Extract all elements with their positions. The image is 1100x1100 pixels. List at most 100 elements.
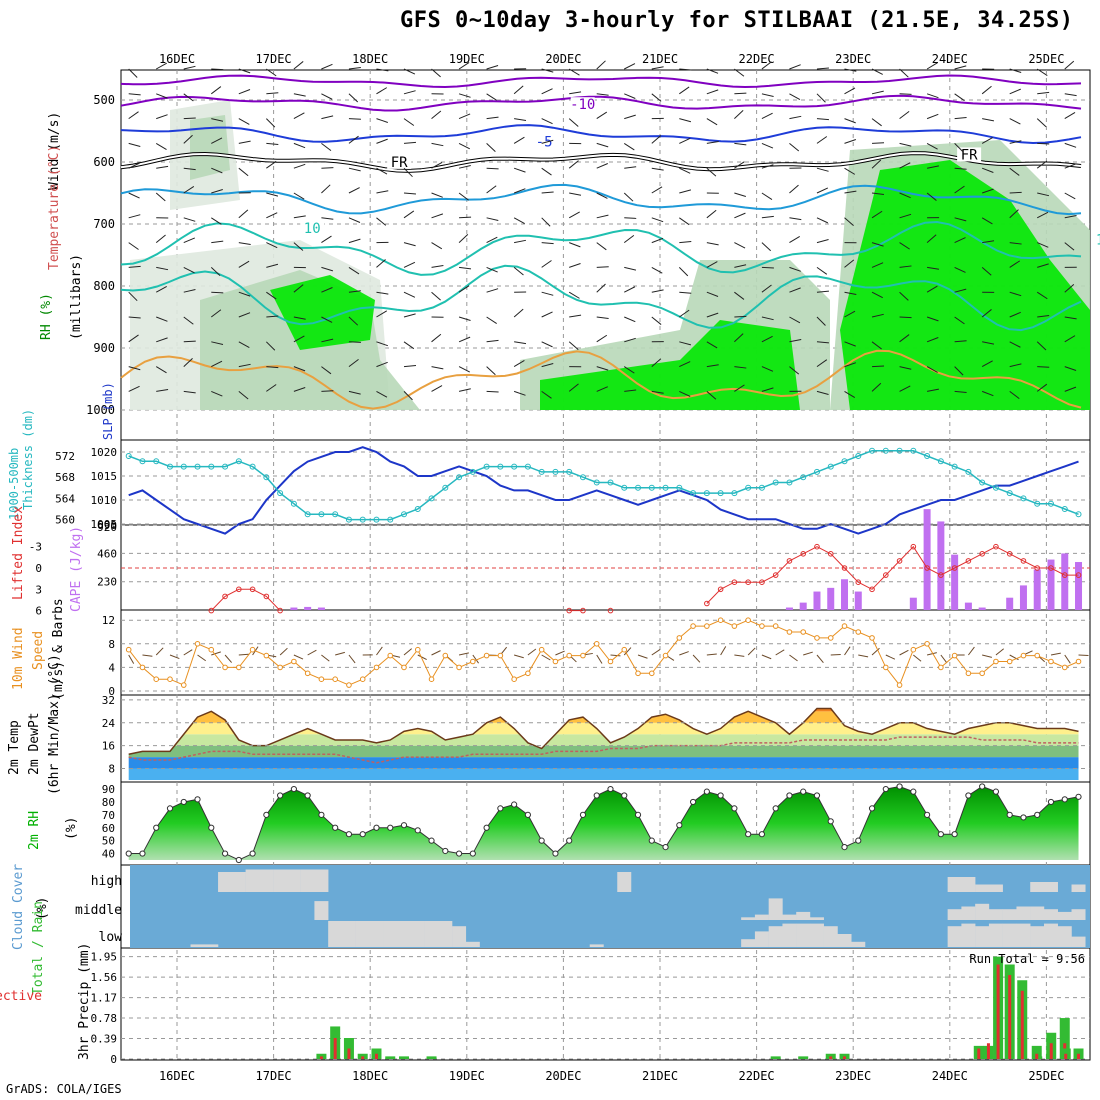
dewpt-axis-label: 2m DewPt <box>27 712 42 775</box>
wind-speed-point <box>304 670 311 677</box>
surface-wind-barb <box>431 650 441 656</box>
wind-barb <box>1009 363 1022 368</box>
surface-wind-barb <box>706 653 717 656</box>
wind-barb <box>486 390 499 393</box>
wind-barb <box>981 360 993 368</box>
wind-barb <box>651 217 664 223</box>
thickness-point <box>373 516 380 523</box>
wind-speed-point <box>497 652 504 659</box>
rh-point <box>648 837 655 844</box>
wind-speed-point <box>277 664 283 671</box>
li-point <box>277 607 283 614</box>
wind-speed-point <box>318 676 325 683</box>
wind-barb <box>651 266 663 274</box>
wind-barb <box>954 288 967 293</box>
wind-axis-label3: (m/s) & Barbs <box>51 598 66 700</box>
wind-barb <box>458 192 469 201</box>
wind-barb <box>568 160 579 169</box>
surface-wind-barb <box>816 654 824 663</box>
surface-wind-barb <box>899 649 909 656</box>
surface-wind-barb <box>183 649 193 656</box>
top-day-label: 22DEC <box>739 52 775 66</box>
wind-barb <box>431 265 444 268</box>
temp-contour-10 <box>120 220 1082 276</box>
wind-barb <box>431 385 443 392</box>
rh-point <box>800 788 807 795</box>
slp-tick: 1015 <box>91 470 118 483</box>
cloud-low-cell <box>383 921 398 947</box>
precip-tick: 1.17 <box>91 992 118 1005</box>
surface-wind-barb <box>348 654 356 664</box>
li-point <box>222 593 228 600</box>
precip-conv-bar <box>333 1038 337 1059</box>
rh-point <box>469 850 476 857</box>
wind-speed-point <box>938 664 944 671</box>
wind-barb <box>624 389 637 392</box>
wind-barb <box>403 210 415 219</box>
wind-speed-point <box>745 617 751 624</box>
wind-barb <box>789 64 801 70</box>
wind-barb <box>706 209 717 219</box>
wind-barb <box>211 137 223 144</box>
wind-barb <box>844 310 856 318</box>
surface-wind-barb <box>307 649 317 656</box>
wind-barb <box>926 113 939 120</box>
wind-barb <box>981 217 993 225</box>
wind-barb <box>761 242 772 252</box>
wind-barb <box>266 142 279 145</box>
precip-conv-bar <box>829 1056 833 1059</box>
wind-barb <box>486 288 499 293</box>
cloud-low-cell <box>1002 923 1017 947</box>
wind-barb <box>211 167 223 174</box>
wind-barb <box>844 190 857 194</box>
wind-barb <box>486 65 499 70</box>
wind-barb <box>541 139 554 144</box>
wind-barb <box>926 192 937 201</box>
thickness-point <box>469 468 476 475</box>
wind-barb <box>706 291 719 297</box>
wind-barb <box>816 217 829 224</box>
wind-barb <box>568 291 580 299</box>
wind-barb <box>266 341 276 351</box>
wind-barb <box>348 118 361 120</box>
wind-barb <box>596 111 608 120</box>
precip-total-bar <box>426 1056 437 1059</box>
wind-barb <box>899 93 912 95</box>
wind-barb <box>403 291 416 298</box>
cloud-low-cell <box>851 941 866 947</box>
rh-point <box>841 844 848 851</box>
rh-point <box>855 837 862 844</box>
wind-barb <box>1036 341 1047 351</box>
wind-barb <box>403 68 416 75</box>
wind-barb <box>1036 160 1048 169</box>
wind-barb <box>128 162 140 169</box>
wind-barb <box>568 383 579 392</box>
wind-barb <box>899 213 912 219</box>
temp-band <box>128 711 1079 723</box>
cape-axis-label: CAPE (J/kg) <box>69 526 84 612</box>
wind-speed-point <box>1075 658 1082 665</box>
temp-band <box>128 708 1079 712</box>
wind-barb <box>789 217 802 221</box>
wind-barb <box>348 187 360 194</box>
wind-barb <box>210 86 222 95</box>
cloud-high-cell <box>286 869 301 892</box>
surface-wind-barb <box>155 647 164 656</box>
wind-barb <box>871 262 884 268</box>
surface-wind-barb <box>858 654 869 658</box>
rh-point <box>263 811 270 818</box>
wind-barb <box>761 335 773 343</box>
wind-barb <box>871 313 884 318</box>
thickness-point <box>951 463 958 470</box>
wind-barb <box>623 234 635 243</box>
surface-wind-barb <box>913 654 922 662</box>
wind-barb <box>128 291 138 302</box>
wind-speed-point <box>1020 652 1027 659</box>
rh-point <box>1006 811 1013 818</box>
surface-wind-barb <box>1009 654 1019 661</box>
surface-wind-barb <box>458 652 469 656</box>
surface-wind-barb <box>335 651 345 656</box>
wind-barb <box>569 314 582 318</box>
wind-barb <box>871 242 884 247</box>
